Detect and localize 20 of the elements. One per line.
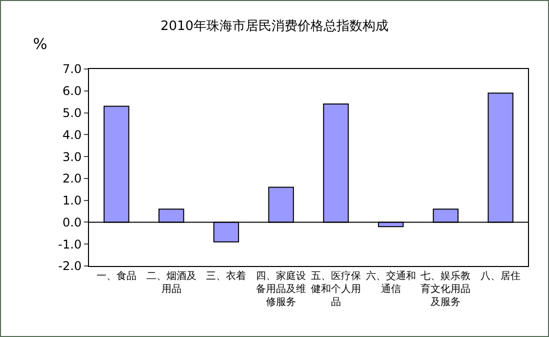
y-tick-label: 1.0 xyxy=(62,194,82,208)
x-tick-label: 五、医疗保健和个人用品 xyxy=(310,270,361,308)
x-tick-label: 一、食品 xyxy=(96,270,136,282)
x-tick-label: 六、交通和通信 xyxy=(366,270,416,295)
y-tick-label: 2.0 xyxy=(62,172,82,186)
x-tick-label: 四、家庭设备用品及维修服务 xyxy=(256,270,306,308)
y-tick-label: 6.0 xyxy=(62,84,82,98)
chart-title: 2010年珠海市居民消费价格总指数构成 xyxy=(160,19,389,34)
y-axis-title: % xyxy=(33,35,48,53)
y-tick-label: 0.0 xyxy=(62,215,82,230)
y-tick-label: 3.0 xyxy=(62,150,82,164)
x-tick-label: 二、烟酒及用品 xyxy=(146,270,196,295)
x-tick-label: 三、衣着 xyxy=(206,270,246,282)
y-tick-label: 5.0 xyxy=(62,106,82,120)
y-tick-label: -2.0 xyxy=(58,259,82,274)
x-tick-label: 七、娱乐教育文化用品及服务 xyxy=(420,270,471,308)
x-tick-label: 八、居住 xyxy=(480,271,521,282)
y-tick-label: -1.0 xyxy=(58,237,82,252)
y-tick-label: 7.0 xyxy=(62,62,82,76)
y-tick-label: 4.0 xyxy=(62,128,82,142)
